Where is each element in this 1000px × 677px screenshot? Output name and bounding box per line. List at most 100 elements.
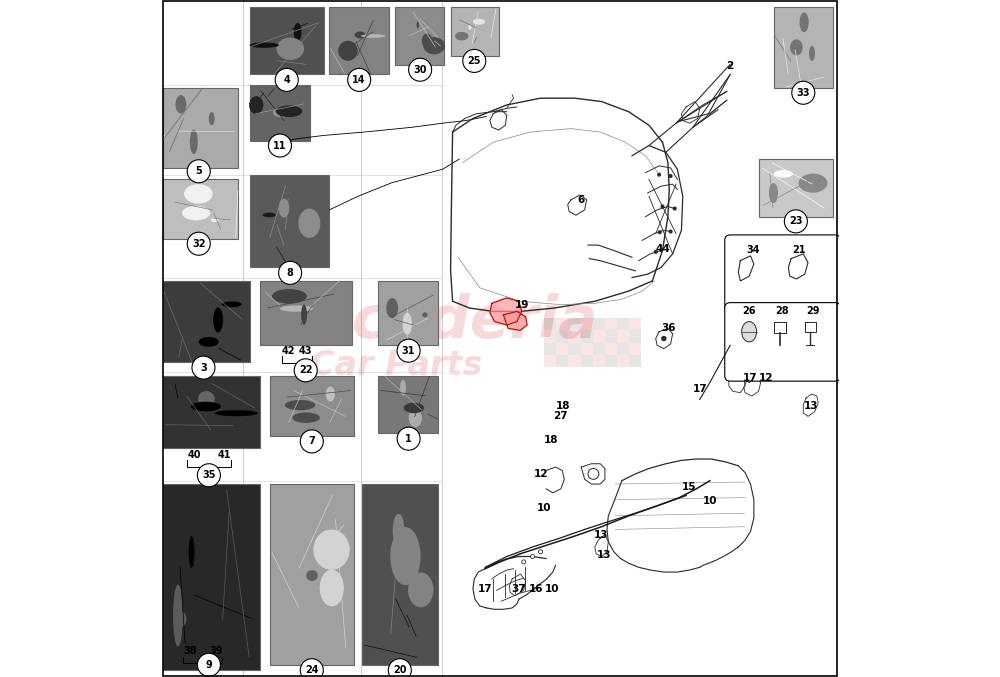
Ellipse shape	[455, 32, 468, 41]
Bar	[581, 355, 593, 367]
Bar	[617, 318, 629, 330]
Circle shape	[657, 173, 661, 177]
Ellipse shape	[393, 514, 404, 546]
Bar	[629, 343, 641, 355]
Text: 17: 17	[743, 373, 757, 383]
Ellipse shape	[298, 209, 320, 238]
Ellipse shape	[280, 305, 313, 311]
Bar	[556, 318, 568, 330]
Bar	[556, 343, 568, 355]
Text: 11: 11	[273, 141, 287, 150]
Ellipse shape	[403, 313, 412, 335]
Circle shape	[673, 206, 677, 211]
Ellipse shape	[199, 337, 219, 347]
Bar	[250, 7, 324, 74]
Text: 12: 12	[533, 469, 548, 479]
Bar	[617, 343, 629, 355]
Text: 25: 25	[468, 56, 481, 66]
Text: 10: 10	[537, 503, 551, 512]
Bar	[759, 159, 833, 217]
Ellipse shape	[285, 400, 315, 410]
Ellipse shape	[213, 307, 223, 332]
Text: 13: 13	[594, 530, 609, 540]
Text: 31: 31	[402, 346, 415, 355]
Text: 16: 16	[529, 584, 543, 594]
Text: 5: 5	[195, 167, 202, 176]
Text: Car Parts: Car Parts	[310, 349, 483, 382]
Circle shape	[187, 232, 210, 255]
Ellipse shape	[182, 206, 210, 220]
Bar	[629, 355, 641, 367]
Bar	[617, 355, 629, 367]
Text: 36: 36	[661, 324, 676, 333]
Bar	[568, 355, 581, 367]
Ellipse shape	[222, 301, 242, 307]
Text: 19: 19	[515, 300, 530, 309]
Text: 27: 27	[554, 412, 568, 421]
Bar	[378, 376, 438, 433]
Ellipse shape	[184, 184, 213, 204]
Bar	[581, 330, 593, 343]
Ellipse shape	[175, 95, 186, 114]
Circle shape	[539, 550, 543, 554]
Bar	[163, 484, 260, 670]
Text: 6: 6	[578, 195, 585, 204]
Ellipse shape	[769, 183, 778, 203]
Ellipse shape	[408, 572, 433, 607]
Circle shape	[275, 68, 298, 91]
Ellipse shape	[272, 289, 307, 303]
Ellipse shape	[294, 23, 302, 41]
Text: 42: 42	[282, 346, 296, 355]
Ellipse shape	[301, 305, 307, 325]
Ellipse shape	[198, 391, 215, 408]
Text: 17: 17	[692, 385, 707, 394]
Text: 29: 29	[807, 307, 820, 316]
Text: 18: 18	[556, 401, 570, 411]
Ellipse shape	[404, 403, 424, 413]
Ellipse shape	[279, 198, 289, 217]
Ellipse shape	[211, 218, 219, 222]
Bar	[270, 484, 354, 665]
Bar	[378, 281, 438, 345]
Bar	[568, 343, 581, 355]
Bar	[451, 7, 499, 56]
Bar	[163, 179, 238, 239]
Bar	[581, 318, 593, 330]
Text: 44: 44	[655, 244, 670, 254]
Text: 3: 3	[200, 363, 207, 372]
Ellipse shape	[800, 12, 809, 32]
Ellipse shape	[263, 213, 276, 217]
Ellipse shape	[173, 584, 183, 647]
Circle shape	[268, 134, 291, 157]
Circle shape	[661, 336, 667, 341]
Ellipse shape	[473, 19, 485, 25]
Circle shape	[294, 359, 317, 382]
Text: 13: 13	[596, 550, 611, 560]
Text: 39: 39	[209, 647, 222, 656]
Ellipse shape	[250, 43, 279, 48]
FancyBboxPatch shape	[725, 235, 841, 313]
Text: 14: 14	[352, 75, 366, 85]
Text: 26: 26	[742, 307, 756, 316]
Bar	[556, 355, 568, 367]
Text: 4: 4	[283, 75, 290, 85]
Ellipse shape	[326, 387, 335, 401]
Text: 17: 17	[478, 584, 492, 594]
Ellipse shape	[215, 410, 258, 416]
Text: 43: 43	[299, 346, 312, 355]
Bar	[270, 376, 354, 436]
Ellipse shape	[320, 569, 344, 607]
Bar	[329, 7, 389, 74]
Text: 28: 28	[775, 307, 789, 316]
Text: 37: 37	[511, 584, 526, 594]
Bar	[544, 318, 556, 330]
Ellipse shape	[468, 25, 471, 30]
Text: 10: 10	[545, 584, 559, 594]
Text: 12: 12	[759, 373, 773, 383]
Bar	[250, 175, 329, 267]
Bar	[250, 85, 310, 141]
Bar	[629, 318, 641, 330]
Text: 40: 40	[187, 450, 201, 460]
Bar	[163, 88, 238, 168]
Circle shape	[522, 560, 526, 564]
